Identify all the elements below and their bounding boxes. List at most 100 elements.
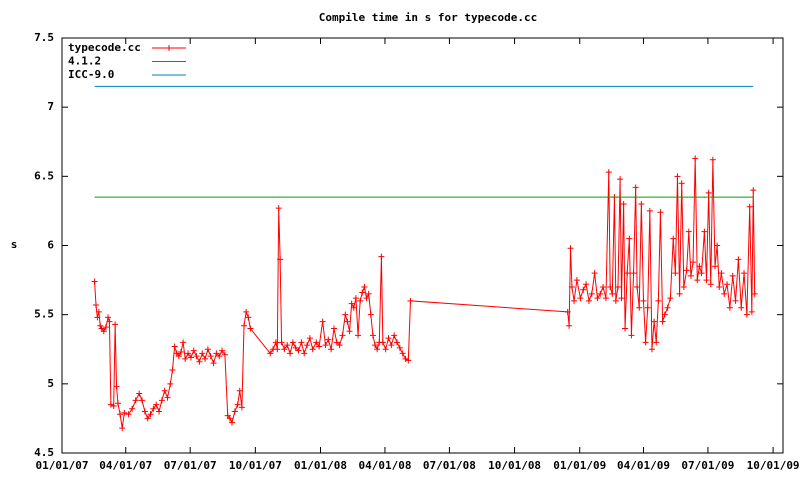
point-marker xyxy=(350,304,357,311)
point-marker xyxy=(328,346,335,353)
point-marker xyxy=(196,358,203,365)
point-marker xyxy=(646,207,653,214)
point-marker xyxy=(132,397,139,404)
point-marker xyxy=(674,173,681,180)
point-marker xyxy=(670,235,677,242)
point-marker xyxy=(121,409,128,416)
point-marker xyxy=(588,290,595,297)
x-tick-label: 01/01/07 xyxy=(36,459,89,472)
point-marker xyxy=(298,339,305,346)
point-marker xyxy=(580,286,587,293)
point-marker xyxy=(630,270,637,277)
y-axis-label: s xyxy=(11,238,18,251)
point-marker xyxy=(687,272,694,279)
point-marker xyxy=(164,394,171,401)
point-marker xyxy=(655,297,662,304)
point-marker xyxy=(175,353,182,360)
point-marker xyxy=(653,339,660,346)
point-marker xyxy=(394,339,401,346)
point-marker xyxy=(667,295,674,302)
x-tick-label: 10/01/08 xyxy=(488,459,541,472)
y-tick-label: 4.5 xyxy=(34,446,54,459)
point-marker xyxy=(399,350,406,357)
point-marker xyxy=(391,332,398,339)
point-marker xyxy=(614,284,621,290)
x-tick-label: 04/01/07 xyxy=(99,459,152,472)
point-marker xyxy=(361,284,368,290)
point-marker xyxy=(678,180,685,187)
y-tick-label: 6 xyxy=(47,239,54,252)
point-marker xyxy=(333,339,340,346)
point-marker xyxy=(594,295,601,302)
point-marker xyxy=(372,342,379,349)
point-marker xyxy=(216,353,223,360)
point-marker xyxy=(177,349,184,356)
point-marker xyxy=(207,353,214,360)
y-tick-label: 5 xyxy=(47,377,54,390)
x-tick-label: 10/01/07 xyxy=(229,459,282,472)
point-marker xyxy=(309,346,316,353)
point-marker xyxy=(144,415,151,422)
point-marker xyxy=(325,336,332,343)
point-marker xyxy=(352,295,359,302)
point-marker xyxy=(385,335,392,342)
point-marker xyxy=(750,187,757,194)
point-marker xyxy=(342,311,349,318)
point-marker xyxy=(210,360,217,367)
point-marker xyxy=(330,325,337,332)
plot-frame xyxy=(61,37,784,454)
point-marker xyxy=(295,347,302,354)
point-marker xyxy=(571,297,578,304)
point-marker xyxy=(243,308,250,315)
point-marker xyxy=(156,408,163,415)
point-marker xyxy=(624,270,631,277)
point-marker xyxy=(119,425,126,432)
point-marker xyxy=(672,270,679,277)
point-marker xyxy=(91,278,98,285)
point-marker xyxy=(718,270,725,277)
point-marker xyxy=(705,189,712,196)
point-marker xyxy=(313,339,320,346)
point-marker xyxy=(158,397,165,404)
point-marker xyxy=(245,314,252,321)
point-marker xyxy=(566,322,573,329)
x-tick-label: 01/01/09 xyxy=(553,459,606,472)
point-marker xyxy=(355,332,362,339)
point-marker xyxy=(226,415,233,422)
point-marker xyxy=(585,297,592,304)
x-tick-label: 07/01/09 xyxy=(681,459,734,472)
point-marker xyxy=(583,281,590,288)
x-tick-label: 07/01/08 xyxy=(423,459,476,472)
point-marker xyxy=(698,270,705,277)
point-marker xyxy=(106,318,113,325)
point-marker xyxy=(564,308,571,315)
point-marker xyxy=(396,344,403,351)
point-marker xyxy=(204,346,211,353)
point-marker xyxy=(751,290,758,297)
legend-label: ICC-9.0 xyxy=(68,68,114,81)
point-marker xyxy=(748,308,755,315)
point-marker xyxy=(272,339,279,346)
point-marker xyxy=(374,346,381,353)
point-marker xyxy=(388,342,395,349)
point-marker xyxy=(573,277,580,284)
point-marker xyxy=(281,346,288,353)
point-marker xyxy=(626,235,633,242)
point-marker xyxy=(743,311,750,318)
point-marker xyxy=(180,339,187,346)
point-marker xyxy=(732,297,739,304)
point-marker xyxy=(344,318,351,325)
point-marker xyxy=(640,297,647,304)
point-marker xyxy=(651,318,658,325)
point-marker xyxy=(746,203,753,210)
point-marker xyxy=(659,318,666,325)
point-marker xyxy=(602,295,609,302)
x-tick-label: 04/01/08 xyxy=(358,459,411,472)
point-marker xyxy=(339,332,346,339)
series-line xyxy=(94,158,756,429)
point-marker xyxy=(238,404,245,411)
point-marker xyxy=(644,304,651,311)
point-marker xyxy=(94,314,101,321)
legend-label: 4.1.2 xyxy=(68,55,101,68)
